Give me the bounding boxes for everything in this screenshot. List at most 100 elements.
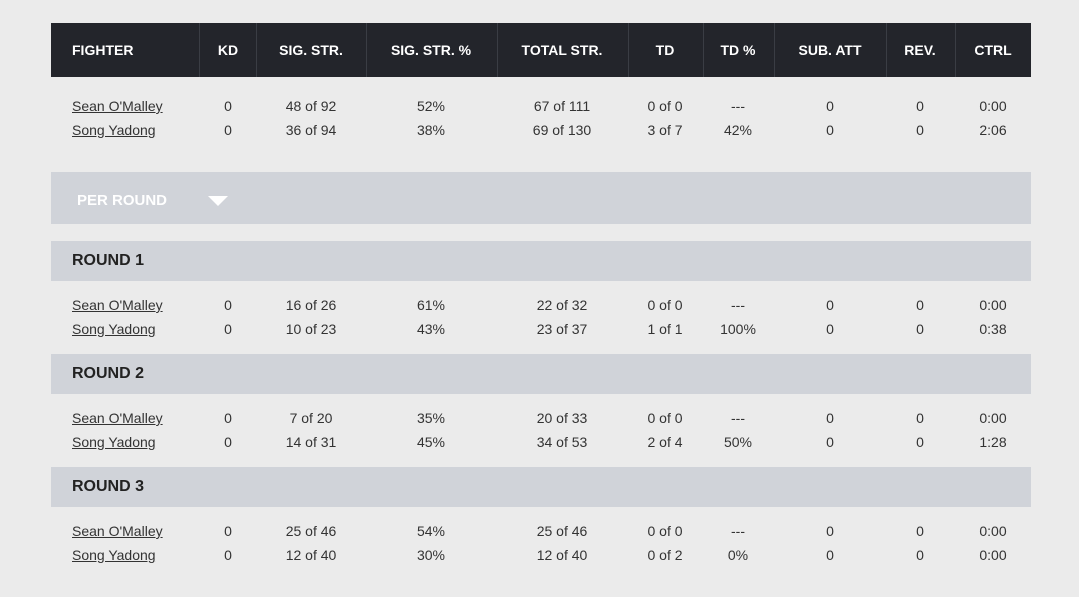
stat-cell: 0 (224, 410, 232, 426)
column-header: FIGHTER (72, 42, 134, 58)
stat-cell: 36 of 94 (285, 122, 337, 138)
stat-cell: 0% (727, 547, 749, 563)
stat-cell: 0:00 (979, 523, 1007, 539)
column-separator (199, 23, 200, 77)
stat-cell: 0 (826, 297, 834, 313)
column-header: SUB. ATT (798, 42, 862, 58)
stat-cell: 0 (826, 122, 834, 138)
column-header: SIG. STR. % (390, 42, 472, 58)
stat-cell: 38% (416, 122, 446, 138)
stat-cell: 0 (224, 321, 232, 337)
stat-cell: 50% (723, 434, 753, 450)
stat-cell: 0 (916, 410, 924, 426)
stat-cell: 43% (416, 321, 446, 337)
column-separator (774, 23, 775, 77)
stat-cell: 3 of 7 (647, 122, 683, 138)
fighter-link[interactable]: Song Yadong (72, 122, 156, 138)
column-header: TD (655, 42, 675, 58)
stat-cell: 0 of 0 (647, 98, 683, 114)
stat-cell: 0 (826, 523, 834, 539)
stat-cell: 2:06 (979, 122, 1007, 138)
stat-cell: 12 of 40 (285, 547, 337, 563)
round-header: ROUND 1 (51, 241, 1031, 281)
stat-cell: 14 of 31 (285, 434, 337, 450)
round-header: ROUND 2 (51, 354, 1031, 394)
stat-cell: 0 of 0 (647, 523, 683, 539)
stat-cell: 0:38 (979, 321, 1007, 337)
stat-cell: --- (731, 98, 745, 114)
column-separator (628, 23, 629, 77)
column-separator (703, 23, 704, 77)
stat-cell: 34 of 53 (536, 434, 588, 450)
fighter-link[interactable]: Song Yadong (72, 321, 156, 337)
column-header: CTRL (974, 42, 1012, 58)
stat-cell: 0 (224, 98, 232, 114)
stat-cell: 0 (826, 410, 834, 426)
stat-cell: 25 of 46 (536, 523, 588, 539)
column-header: KD (217, 42, 239, 58)
fighter-link[interactable]: Sean O'Malley (72, 410, 163, 426)
per-round-bar: PER ROUND (51, 172, 1031, 224)
stat-cell: 67 of 111 (533, 98, 591, 114)
column-separator (886, 23, 887, 77)
stat-cell: 0 (826, 434, 834, 450)
column-header: TOTAL STR. (521, 42, 603, 58)
stat-cell: 0 (916, 297, 924, 313)
stat-cell: --- (731, 297, 745, 313)
stat-cell: 0 (224, 434, 232, 450)
stat-cell: 0 (916, 547, 924, 563)
round-header: ROUND 3 (51, 467, 1031, 507)
stat-cell: 0 of 2 (647, 547, 683, 563)
per-round-toggle[interactable]: PER ROUND (77, 172, 228, 230)
stat-cell: 0 (916, 122, 924, 138)
stat-cell: 69 of 130 (532, 122, 592, 138)
stat-cell: 16 of 26 (285, 297, 337, 313)
stat-cell: 0 (224, 122, 232, 138)
stat-cell: 0 (826, 321, 834, 337)
stat-cell: 1 of 1 (647, 321, 683, 337)
stat-cell: 2 of 4 (647, 434, 683, 450)
stat-cell: 0 (916, 523, 924, 539)
stat-cell: 0 (916, 98, 924, 114)
column-separator (256, 23, 257, 77)
stat-cell: 25 of 46 (285, 523, 337, 539)
stat-cell: 7 of 20 (289, 410, 333, 426)
stat-cell: 12 of 40 (536, 547, 588, 563)
stat-cell: 35% (416, 410, 446, 426)
stat-cell: 1:28 (979, 434, 1007, 450)
stat-cell: 22 of 32 (536, 297, 588, 313)
stat-cell: 0 (224, 523, 232, 539)
stat-cell: 30% (416, 547, 446, 563)
column-separator (955, 23, 956, 77)
stat-cell: 0 (826, 547, 834, 563)
fighter-link[interactable]: Sean O'Malley (72, 523, 163, 539)
round-title: ROUND 1 (72, 252, 145, 269)
dropdown-arrow (208, 196, 228, 206)
fighter-link[interactable]: Song Yadong (72, 434, 156, 450)
stat-cell: 52% (416, 98, 446, 114)
column-separator (366, 23, 367, 77)
column-header: TD % (720, 42, 756, 58)
stat-cell: 0 (224, 547, 232, 563)
fighter-link[interactable]: Sean O'Malley (72, 98, 163, 114)
stat-cell: 0:00 (979, 547, 1007, 563)
stat-cell: 0:00 (979, 98, 1007, 114)
stat-cell: 10 of 23 (285, 321, 337, 337)
fighter-link[interactable]: Sean O'Malley (72, 297, 163, 313)
round-title: ROUND 2 (72, 365, 145, 382)
stat-cell: 0 of 0 (647, 297, 683, 313)
stat-cell: 54% (416, 523, 446, 539)
column-header: REV. (904, 42, 936, 58)
stat-cell: 0 (916, 321, 924, 337)
stat-cell: 0:00 (979, 410, 1007, 426)
stat-cell: 48 of 92 (285, 98, 337, 114)
fighter-link[interactable]: Song Yadong (72, 547, 156, 563)
per-round-label: PER ROUND (77, 192, 168, 209)
stat-cell: --- (731, 410, 745, 426)
round-title: ROUND 3 (72, 478, 145, 495)
stat-cell: 0 (224, 297, 232, 313)
stat-cell: 100% (720, 321, 756, 337)
column-separator (497, 23, 498, 77)
stat-cell: 0 of 0 (647, 410, 683, 426)
